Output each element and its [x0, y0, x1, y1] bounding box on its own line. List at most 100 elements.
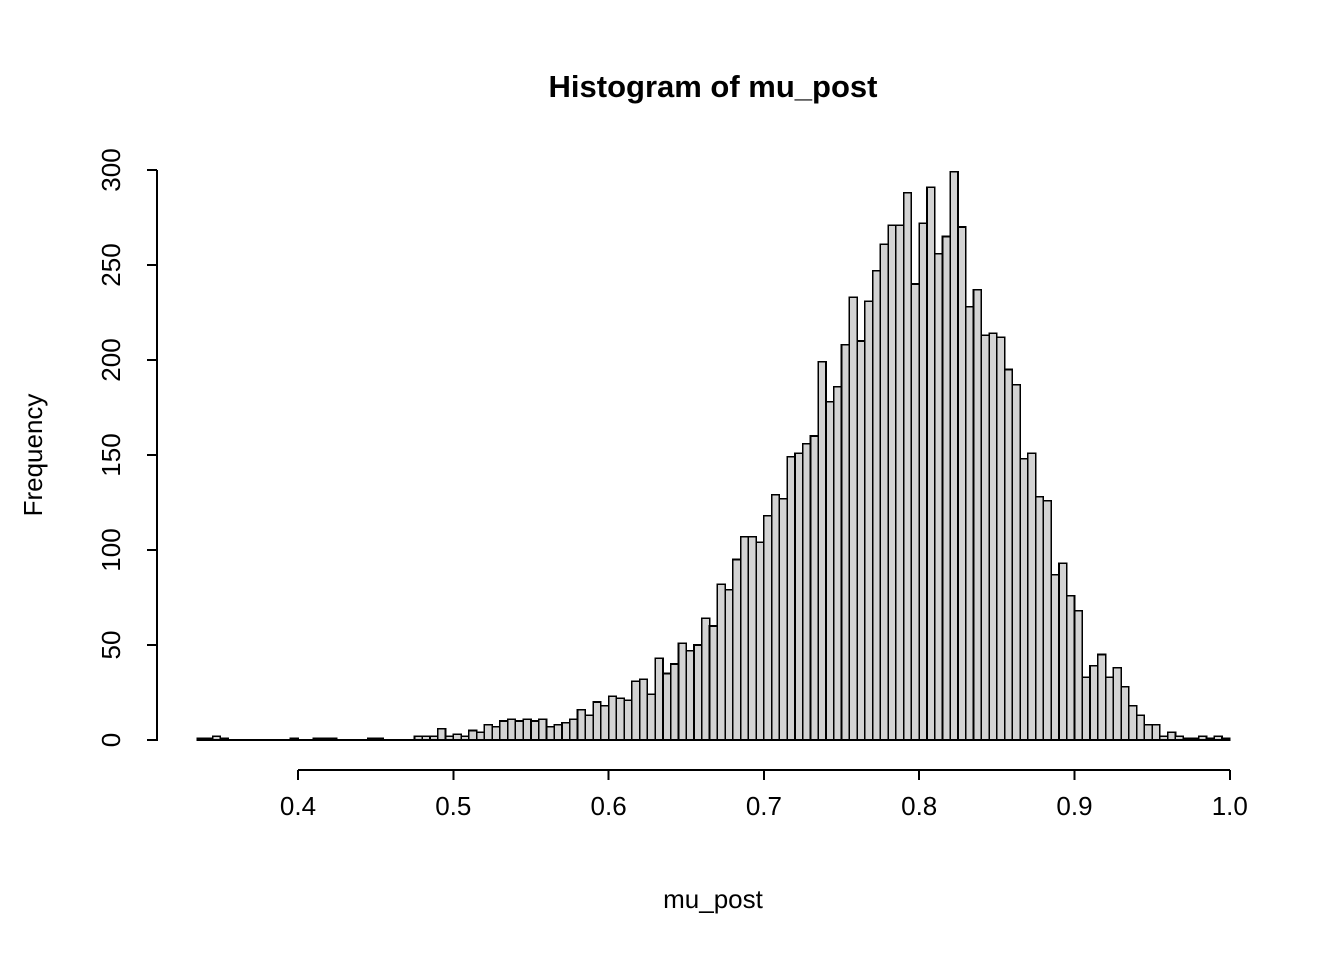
y-tick-label: 50: [96, 631, 126, 660]
histogram-bar: [1034, 495, 1045, 741]
histogram-bar: [1058, 562, 1068, 741]
histogram-bar: [879, 243, 889, 741]
histogram-bar: [825, 400, 835, 741]
histogram-bar: [568, 718, 579, 741]
histogram-bar: [499, 720, 509, 741]
y-tick-label: 150: [96, 433, 126, 476]
histogram-bar: [980, 334, 990, 741]
histogram-bar: [475, 731, 486, 741]
histogram-bar: [654, 657, 664, 741]
histogram-bar: [708, 625, 719, 741]
histogram-bar: [545, 725, 556, 741]
histogram-bar: [1104, 676, 1115, 741]
histogram-bar: [483, 723, 493, 741]
histogram-bars: [196, 171, 1231, 741]
histogram-bar: [732, 558, 742, 741]
histogram-bar: [1003, 368, 1014, 741]
x-tick-label: 0.9: [1056, 791, 1092, 821]
histogram-bar: [1065, 594, 1076, 741]
histogram-bar: [902, 192, 913, 741]
histogram-bar: [933, 252, 944, 741]
histogram-bar: [1135, 714, 1146, 741]
histogram-bar: [747, 535, 757, 741]
y-axis: 0 50 100 150 200 250 300: [96, 148, 158, 747]
histogram-bar: [669, 663, 680, 741]
histogram-bar: [739, 535, 750, 741]
histogram-bar: [778, 497, 788, 741]
histogram-bar: [895, 224, 905, 741]
histogram-bar: [468, 729, 478, 741]
histogram-bar: [436, 727, 447, 741]
x-axis: 0.4 0.5 0.6 0.7 0.8 0.9 1.0: [280, 769, 1248, 821]
histogram-bar: [1143, 723, 1153, 741]
histogram-bar: [996, 336, 1006, 741]
histogram-bar: [677, 642, 688, 741]
histogram-bar: [856, 340, 866, 741]
histogram-bar: [1019, 457, 1029, 741]
histogram-bar: [1027, 452, 1037, 741]
chart-title: Histogram of mu_post: [549, 69, 878, 104]
histogram-bar: [1011, 383, 1021, 741]
histogram-bar: [1166, 731, 1177, 741]
y-tick-label: 250: [96, 243, 126, 286]
histogram-bar: [988, 332, 998, 741]
histogram-bar: [840, 343, 851, 741]
histogram-bar: [506, 718, 517, 741]
histogram-bar: [700, 617, 711, 741]
histogram-bar: [794, 452, 804, 741]
histogram-bar: [910, 283, 921, 741]
histogram-bar: [1089, 665, 1099, 741]
histogram-bar: [1097, 653, 1107, 741]
y-tick-label: 200: [96, 338, 126, 381]
x-tick-label: 1.0: [1212, 791, 1248, 821]
histogram-bar: [724, 589, 734, 741]
histogram-bar: [809, 435, 820, 741]
x-axis-label: mu_post: [663, 884, 763, 914]
histogram-bar: [755, 541, 765, 741]
histogram-bar: [522, 718, 532, 741]
histogram-bar: [553, 723, 563, 741]
histogram-bar: [848, 296, 858, 741]
histogram-bar: [871, 269, 882, 741]
histogram-bar: [646, 693, 656, 741]
y-tick-label: 300: [96, 148, 126, 191]
histogram-bar: [1050, 573, 1060, 741]
histogram-bar: [662, 672, 672, 741]
x-tick-label: 0.4: [280, 791, 316, 821]
histogram-bar: [1128, 704, 1138, 741]
histogram-bar: [1120, 685, 1130, 741]
x-tick-label: 0.8: [901, 791, 937, 821]
histogram-bar: [1151, 723, 1161, 741]
histogram-bar: [576, 708, 587, 741]
y-tick-label: 100: [96, 528, 126, 571]
histogram-bar: [957, 226, 967, 741]
histogram-bar: [801, 442, 812, 741]
histogram-bar: [1081, 676, 1091, 741]
histogram-bar: [1073, 609, 1084, 741]
x-tick-label: 0.7: [746, 791, 782, 821]
histogram-bar: [530, 720, 540, 741]
histogram-bar: [864, 300, 874, 741]
histogram-bar: [786, 456, 796, 741]
histogram-bar: [926, 186, 936, 741]
x-tick-label: 0.5: [435, 791, 471, 821]
histogram-bar: [514, 720, 524, 741]
histogram-bar: [631, 680, 641, 741]
x-tick-label: 0.6: [591, 791, 627, 821]
histogram-bar: [763, 514, 773, 741]
histogram-bar: [623, 699, 633, 741]
histogram-bar: [972, 288, 983, 741]
histogram-bar: [716, 583, 726, 741]
histogram-bar: [615, 697, 625, 741]
histogram-bar: [941, 235, 952, 741]
histogram-bar: [592, 701, 602, 741]
y-tick-label: 0: [96, 733, 126, 747]
histogram-bar: [600, 704, 610, 741]
histogram-bar: [693, 644, 703, 741]
histogram-bar: [685, 649, 695, 741]
histogram-bar: [964, 305, 975, 741]
histogram-bar: [817, 361, 827, 741]
histogram-bar: [491, 725, 501, 741]
histogram-bar: [638, 678, 649, 741]
